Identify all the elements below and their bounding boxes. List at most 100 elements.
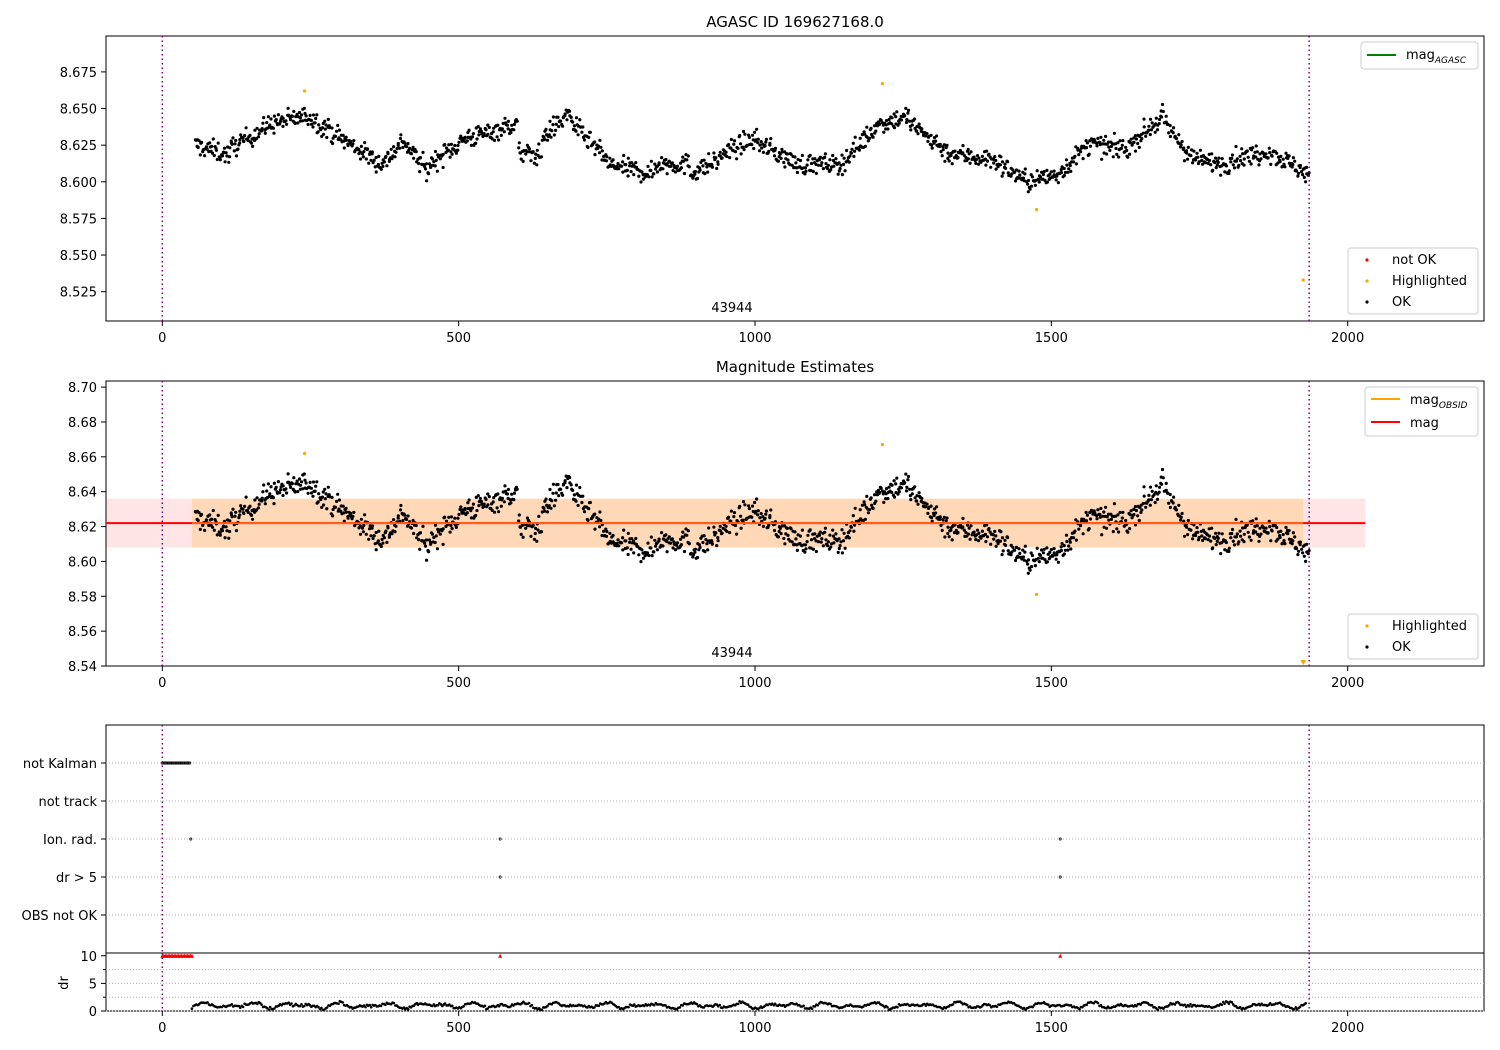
ok-point (433, 149, 438, 154)
ok-point (1264, 152, 1268, 156)
ok-point (293, 121, 297, 126)
y-tick-label: 8.600 (60, 176, 97, 191)
ok-point (745, 516, 749, 520)
ok-point (821, 544, 826, 548)
ok-point (1177, 133, 1181, 137)
ok-point (542, 135, 546, 139)
dr-point (633, 1003, 636, 1006)
ok-point (382, 536, 386, 540)
ok-point (376, 162, 380, 167)
ok-point (211, 508, 215, 513)
ok-point (842, 156, 846, 160)
ok-point (849, 151, 854, 155)
ok-point (544, 497, 548, 501)
ok-point (593, 140, 597, 144)
ok-point (215, 157, 219, 162)
ok-point (531, 524, 535, 528)
dr-point (1294, 1006, 1298, 1009)
ok-point (826, 167, 830, 171)
ok-point (964, 155, 968, 160)
ok-point (272, 114, 276, 118)
ok-point (1150, 121, 1154, 125)
dr-point (497, 1004, 501, 1008)
dr-point (1189, 1002, 1192, 1006)
ok-point (231, 136, 235, 140)
ok-point (1073, 529, 1077, 533)
ok-point (871, 506, 875, 510)
ok-point (869, 496, 873, 500)
ok-point (449, 150, 453, 154)
ok-point (1282, 539, 1286, 543)
ok-point (196, 145, 200, 149)
ok-point (306, 122, 310, 127)
dr-point (527, 1001, 531, 1005)
ok-point (1101, 514, 1105, 518)
ok-point (756, 509, 760, 513)
ok-point (411, 145, 415, 149)
ok-point (813, 532, 817, 536)
ok-point (392, 518, 396, 522)
ok-point (1296, 174, 1300, 178)
dr-point (1096, 1001, 1100, 1005)
ok-point (698, 545, 702, 550)
dr-point (239, 1006, 242, 1009)
panel3-event-points (160, 761, 1062, 879)
ok-point (1084, 146, 1089, 150)
ok-point (966, 532, 971, 536)
ok-point (448, 530, 452, 534)
ok-point (1042, 547, 1046, 551)
ok-point (934, 511, 938, 515)
ok-point (406, 514, 410, 518)
legend-swatch-not-ok (1365, 258, 1369, 262)
ok-point (475, 508, 479, 513)
dr-point (988, 1004, 992, 1007)
ok-point (809, 546, 813, 550)
ok-point (227, 160, 231, 164)
ok-point (598, 510, 602, 514)
ok-point (398, 146, 402, 150)
ok-point (625, 168, 629, 172)
ok-point (890, 490, 894, 495)
ok-point (386, 152, 390, 156)
ok-point (1168, 492, 1172, 497)
category-label: not Kalman (23, 757, 97, 772)
ok-point (480, 502, 484, 506)
ok-point (1297, 171, 1301, 175)
dr-point (617, 1005, 620, 1009)
ok-point (303, 111, 307, 116)
ok-point (376, 539, 380, 543)
ok-point (710, 542, 715, 546)
ok-point (975, 533, 979, 537)
ok-point (433, 540, 437, 545)
ok-point (1066, 170, 1070, 174)
ok-point (868, 508, 872, 512)
ok-point (233, 514, 237, 518)
ok-point (605, 155, 609, 159)
ok-point (675, 164, 680, 168)
ok-point (703, 172, 707, 176)
ok-point (336, 492, 340, 496)
ok-point (840, 551, 845, 555)
ok-point (1017, 176, 1021, 180)
ok-point (1287, 529, 1291, 533)
ok-point (1010, 172, 1014, 176)
ok-point (1269, 162, 1273, 166)
ok-point (211, 137, 215, 141)
ok-point (1254, 530, 1258, 534)
ok-point (892, 479, 896, 483)
ok-point (281, 116, 285, 120)
ok-point (653, 162, 657, 166)
ok-point (253, 498, 257, 502)
ok-point (266, 482, 270, 486)
ok-point (836, 172, 840, 176)
ok-point (1026, 178, 1031, 183)
ok-point (949, 528, 953, 532)
ok-point (983, 157, 988, 161)
ok-point (1290, 165, 1294, 169)
ok-point (649, 168, 653, 173)
y-tick-label: 8.60 (68, 555, 97, 570)
ok-point (563, 479, 567, 483)
ok-point (1185, 525, 1189, 529)
ok-point (1036, 556, 1040, 560)
ok-point (210, 144, 214, 148)
